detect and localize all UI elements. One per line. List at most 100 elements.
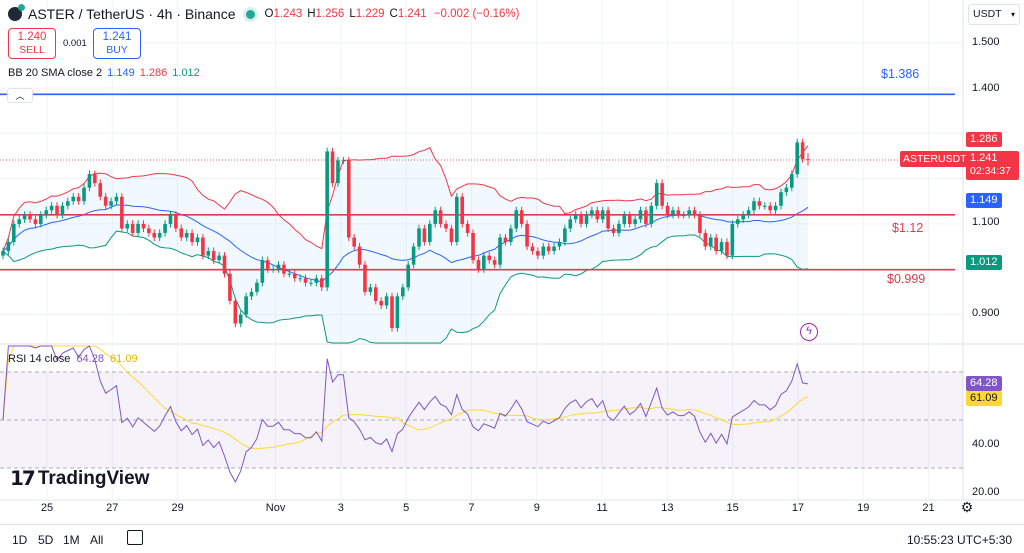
candle-body (633, 219, 637, 224)
tv-logo-icon: 𝟭𝟳 (10, 468, 36, 490)
time-tick: 11 (596, 502, 608, 514)
candle-body (503, 237, 508, 243)
candle-body (309, 282, 313, 284)
range-5d[interactable]: 5D (38, 533, 54, 547)
time-tick: 17 (791, 502, 805, 514)
last-price-badge: 1.241 02:34:37 (966, 151, 1019, 180)
candle-body (292, 273, 297, 279)
candle-body (314, 278, 319, 283)
candle-body (438, 210, 443, 224)
candle-body (665, 205, 670, 215)
buy-button[interactable]: 1.241 BUY (93, 28, 141, 59)
candle-body (341, 160, 346, 162)
candle-body (22, 214, 27, 220)
candle-body (179, 228, 184, 238)
candle-body (573, 214, 578, 220)
candle-body (444, 223, 448, 229)
candle-body (698, 214, 702, 233)
symbol-title[interactable]: ASTER / TetherUS · 4h · Binance (28, 6, 236, 22)
rsi-legend[interactable]: RSI 14 close 64.28 61.09 (8, 353, 138, 365)
candle-body (222, 255, 227, 274)
candle-body (773, 205, 778, 211)
collapse-legend-button[interactable]: ︿ (7, 88, 33, 103)
candle-body (654, 183, 659, 206)
range-1d[interactable]: 1D (12, 533, 28, 547)
candle-body (373, 287, 378, 301)
candle-body (563, 228, 567, 243)
chart-canvas[interactable] (0, 0, 1024, 522)
candle-body (492, 260, 497, 265)
candle-body (422, 228, 427, 243)
bb-basis-badge: 1.149 (966, 193, 1002, 208)
currency-dropdown[interactable]: USDT ▾ (968, 4, 1020, 25)
clock[interactable]: 10:55:23 UTC+5:30 (907, 533, 1013, 547)
rsi-ma-badge: 61.09 (966, 391, 1002, 406)
price-tick: 1.400 (972, 82, 1000, 94)
candle-body (692, 210, 697, 215)
candle-body (130, 223, 135, 233)
candle-body (260, 260, 265, 283)
candle-body (211, 251, 216, 261)
candle-body (487, 255, 492, 261)
rsi-line (2, 345, 809, 483)
candle-body (363, 264, 367, 292)
candle-body (6, 242, 11, 252)
calendar-icon[interactable] (127, 530, 143, 545)
aster-logo-icon (8, 4, 25, 21)
rsi-badge: 64.28 (966, 376, 1002, 391)
lightning-alert-icon[interactable]: ϟ (800, 323, 818, 341)
bb-legend[interactable]: BB 20 SMA close 2 1.149 1.286 1.012 (8, 67, 200, 79)
candle-body (87, 174, 92, 188)
candle-body (55, 205, 59, 215)
candle-body (703, 232, 708, 247)
market-open-icon (245, 9, 255, 19)
sell-price: 1.240 (17, 31, 47, 43)
candle-body (157, 232, 162, 238)
time-tick: 15 (726, 502, 739, 514)
settings-gear-icon[interactable]: ⚙ (960, 499, 974, 515)
rsi-tick: 40.00 (972, 438, 1000, 450)
candle-body (730, 223, 735, 256)
candle-body (600, 210, 605, 220)
price-tick: 1.500 (972, 36, 1000, 48)
candle-body (357, 246, 362, 265)
candle-body (552, 246, 556, 252)
candle-body (325, 151, 329, 288)
candle-body (390, 296, 394, 329)
sell-label: SELL (19, 44, 45, 56)
candle-body (428, 223, 432, 243)
candle-body (228, 273, 232, 301)
range-1m[interactable]: 1M (63, 533, 80, 547)
candle-body (120, 196, 124, 229)
candle-body (752, 201, 756, 211)
candle-body (93, 174, 97, 184)
candle-body (568, 219, 573, 229)
candle-body (400, 287, 405, 297)
candle-body (336, 160, 340, 184)
time-tick: Nov (265, 502, 286, 514)
candle-body (60, 205, 65, 215)
spread-value: 0.001 (63, 38, 87, 49)
price-tick: 0.900 (972, 307, 1000, 319)
candle-body (433, 210, 438, 224)
candle-body (12, 223, 16, 243)
symbol-header: ASTER / TetherUS · 4h · Binance O1.243 H1… (8, 4, 519, 22)
bb-upper-badge: 1.286 (966, 132, 1002, 147)
sell-button[interactable]: 1.240 SELL (8, 28, 56, 59)
level-label: $0.999 (887, 272, 926, 286)
price-tick: 1.100 (972, 216, 1000, 228)
candle-body (741, 214, 745, 220)
candle-body (460, 196, 465, 224)
time-tick: 21 (922, 502, 935, 514)
candle-body (455, 196, 459, 243)
rsi-band-fill (0, 372, 963, 468)
candle-body (465, 223, 470, 233)
range-all[interactable]: All (90, 533, 104, 547)
time-tick: 7 (468, 502, 475, 514)
bb-lower-line (2, 230, 809, 344)
candle-body (244, 296, 248, 315)
candle-body (298, 278, 302, 280)
candle-body (638, 210, 643, 220)
tradingview-logo[interactable]: 𝟭𝟳 TradingView (10, 467, 150, 491)
time-tick: 19 (857, 502, 870, 514)
